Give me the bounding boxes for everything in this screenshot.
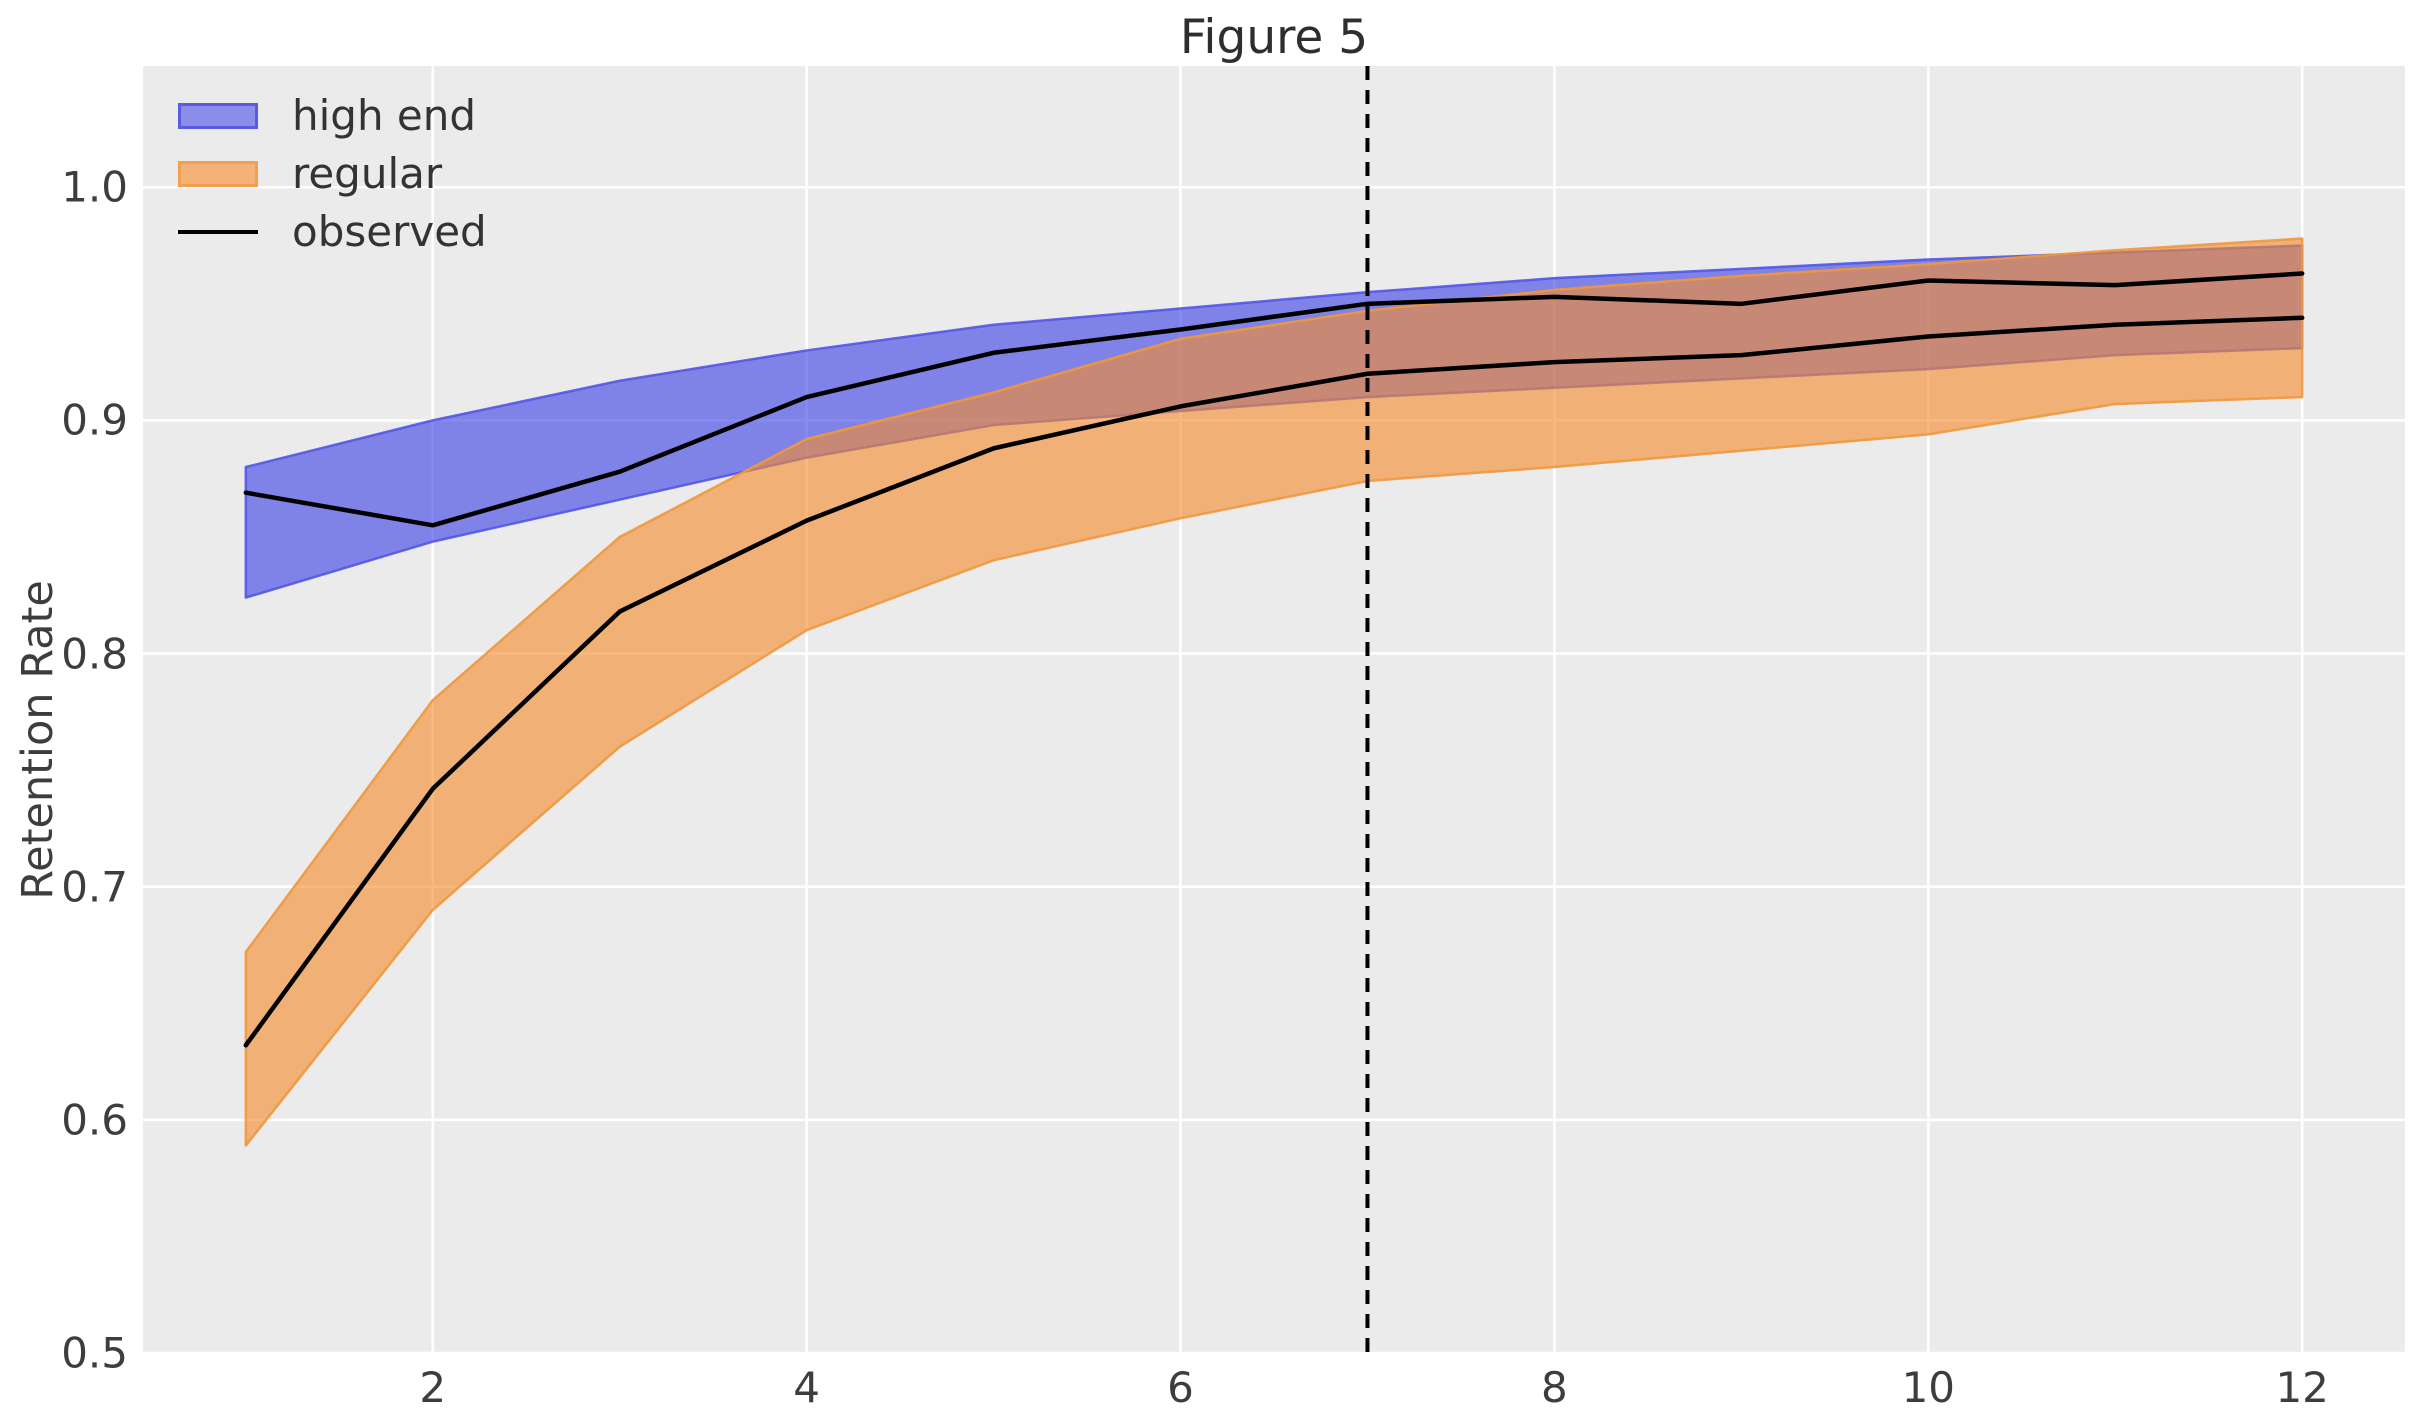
y-axis-label: Retention Rate [13, 580, 63, 900]
y-tick-label: 0.6 [61, 1095, 128, 1145]
x-tick-label: 6 [1167, 1363, 1194, 1412]
legend-item-regular: regular [178, 152, 487, 196]
y-tick-label: 0.7 [61, 862, 128, 912]
observed-line-icon [178, 230, 258, 234]
y-tick-label: 1.0 [61, 162, 128, 212]
legend-label-high-end: high end [292, 91, 477, 140]
legend-label-regular: regular [292, 149, 443, 198]
y-tick-label: 0.8 [61, 629, 128, 679]
y-tick-label: 0.5 [61, 1328, 128, 1378]
x-tick-label: 12 [2275, 1363, 2329, 1412]
x-tick-label: 10 [1901, 1363, 1956, 1412]
legend: high end regular observed [178, 94, 487, 254]
legend-item-high-end: high end [178, 94, 487, 138]
observed-high-end-line [243, 271, 2305, 528]
x-tick-label: 8 [1541, 1363, 1568, 1412]
legend-item-observed: observed [178, 210, 487, 254]
x-tick-label: 2 [419, 1363, 447, 1412]
chart-title: Figure 5 [1179, 10, 1369, 65]
x-tick-label: 4 [793, 1363, 821, 1412]
regular-band [244, 237, 2304, 1147]
high-end-patch-icon [178, 103, 258, 129]
observed-regular-line [243, 315, 2305, 1048]
legend-label-observed: observed [292, 207, 487, 256]
y-tick-label: 0.9 [61, 395, 128, 445]
regular-patch-icon [178, 161, 258, 187]
